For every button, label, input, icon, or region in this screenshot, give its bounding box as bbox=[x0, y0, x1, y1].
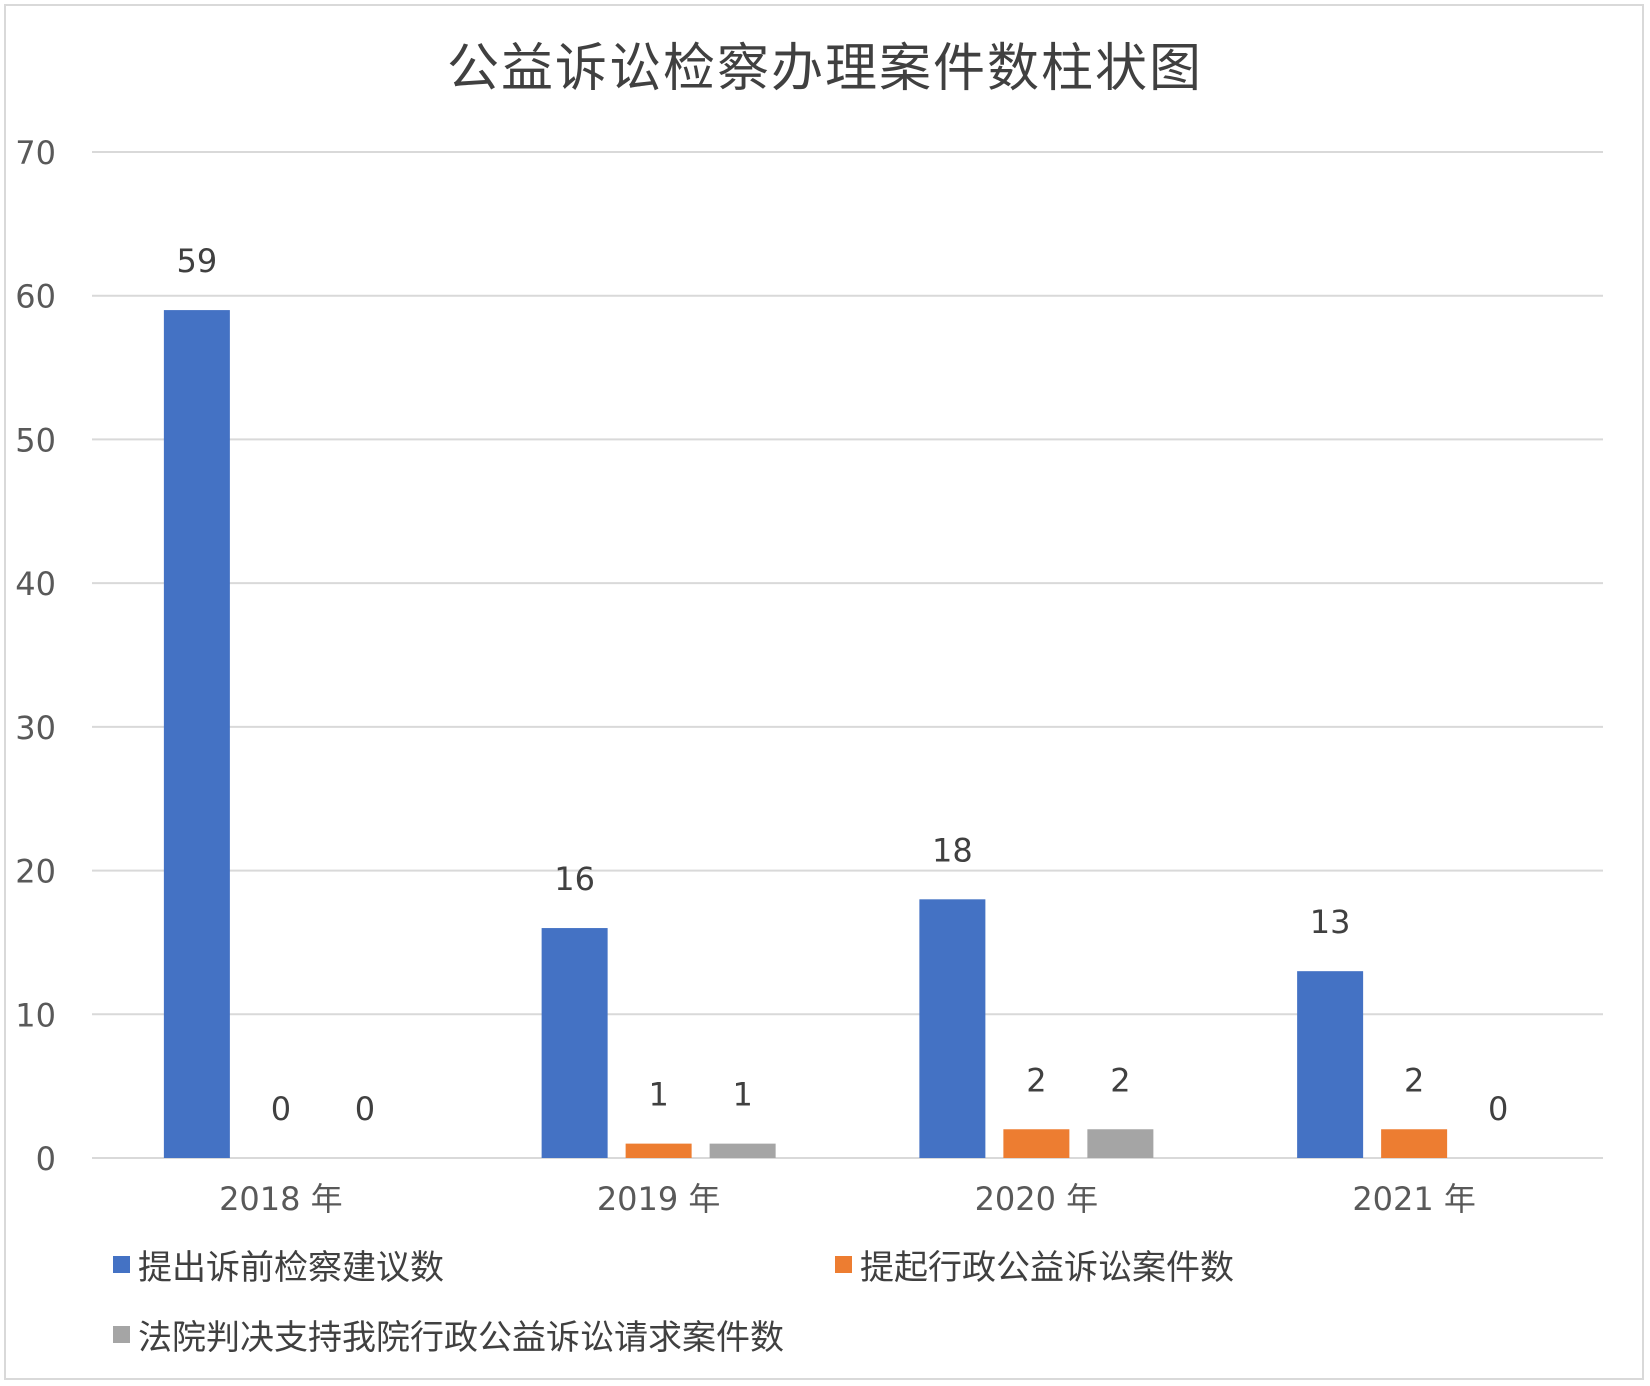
y-tick-label: 50 bbox=[15, 421, 56, 459]
data-label: 2 bbox=[1404, 1061, 1424, 1099]
y-tick-label: 0 bbox=[36, 1140, 56, 1178]
bar bbox=[919, 899, 986, 1158]
data-label: 0 bbox=[271, 1090, 291, 1128]
data-labels: 59 0 0 16 1 1 18 2 2 13 2 0 bbox=[177, 242, 1509, 1128]
gridlines bbox=[92, 151, 1603, 1159]
y-axis-ticks: 0 10 20 30 40 50 60 70 bbox=[15, 134, 56, 1178]
data-label: 2 bbox=[1026, 1061, 1046, 1099]
data-label: 59 bbox=[177, 242, 218, 280]
legend-item-series-3[interactable]: 法院判决支持我院行政公益诉讼请求案件数 bbox=[113, 1310, 784, 1359]
x-tick-label: 2021 年 bbox=[1352, 1180, 1476, 1218]
bar bbox=[1087, 1129, 1154, 1158]
data-label: 13 bbox=[1310, 903, 1351, 941]
y-tick-label: 20 bbox=[15, 853, 56, 891]
bar bbox=[625, 1143, 692, 1158]
bar bbox=[1003, 1129, 1070, 1158]
y-tick-label: 60 bbox=[15, 278, 56, 316]
data-label: 0 bbox=[355, 1090, 375, 1128]
legend-label: 提出诉前检察建议数 bbox=[138, 1248, 444, 1288]
y-tick-label: 40 bbox=[15, 565, 56, 603]
y-tick-label: 10 bbox=[15, 996, 56, 1034]
bar bbox=[709, 1143, 776, 1158]
bar bbox=[1381, 1129, 1448, 1158]
chart-frame bbox=[4, 4, 1644, 1380]
data-label: 1 bbox=[732, 1076, 752, 1114]
data-label: 0 bbox=[1488, 1090, 1508, 1128]
data-label: 18 bbox=[932, 831, 973, 869]
bar bbox=[1297, 971, 1364, 1158]
legend-swatch-gray bbox=[113, 1326, 130, 1343]
bar bbox=[163, 310, 230, 1159]
data-label: 16 bbox=[554, 860, 595, 898]
y-tick-label: 30 bbox=[15, 709, 56, 747]
legend-swatch-orange bbox=[835, 1256, 852, 1273]
bar bbox=[541, 928, 608, 1158]
legend-item-series-2[interactable]: 提起行政公益诉讼案件数 bbox=[835, 1240, 1234, 1289]
x-tick-label: 2018 年 bbox=[219, 1180, 343, 1218]
legend-label: 提起行政公益诉讼案件数 bbox=[860, 1248, 1234, 1288]
x-axis-ticks: 2018 年 2019 年 2020 年 2021 年 bbox=[219, 1180, 1476, 1218]
x-tick-label: 2019 年 bbox=[597, 1180, 721, 1218]
legend-item-series-1[interactable]: 提出诉前检察建议数 bbox=[113, 1240, 444, 1289]
data-label: 1 bbox=[648, 1076, 668, 1114]
legend-label: 法院判决支持我院行政公益诉讼请求案件数 bbox=[138, 1318, 784, 1358]
bars bbox=[163, 310, 1448, 1159]
x-tick-label: 2020 年 bbox=[975, 1180, 1099, 1218]
chart-title: 公益诉讼检察办理案件数柱状图 bbox=[446, 39, 1203, 99]
data-label: 2 bbox=[1110, 1061, 1130, 1099]
legend-swatch-blue bbox=[113, 1256, 130, 1273]
y-tick-label: 70 bbox=[15, 134, 56, 172]
